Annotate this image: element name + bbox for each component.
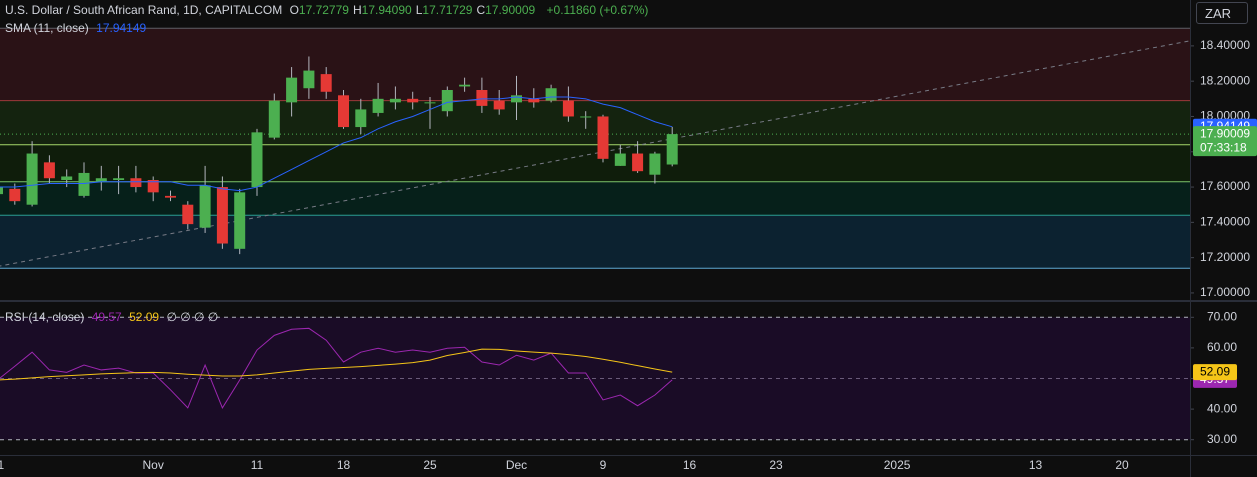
candle-body [597,116,609,159]
rsi-title: RSI (14, close) [5,310,85,324]
candle-body [182,204,194,225]
x-tick-label: 9 [600,458,607,472]
candle-body [286,77,298,103]
sma-title: SMA (11, close) [5,21,89,35]
candle-body [459,84,471,87]
y-tick-label: 17.20000 [1200,250,1250,264]
x-tick-label: Nov [143,458,164,472]
sma-legend: SMA (11, close) 17.94149 [5,21,150,35]
zone [0,28,1190,101]
zone [0,100,1190,145]
y-tick-label: 18.20000 [1200,73,1250,87]
x-tick-label: 25 [423,458,437,472]
y-tick-label: 17.60000 [1200,179,1250,193]
candle-body [216,187,228,244]
rsi-placeholders: ∅ ∅ ∅ ∅ [166,310,219,324]
ohlc-value: 17.94090 [361,3,412,17]
sma-value: 17.94149 [96,21,147,35]
zone [0,215,1190,269]
price-badge-label: 17.90009 [1200,126,1250,140]
ohlc: O17.72779 H17.94090 L17.71729 C17.90009 [290,3,540,17]
candle-body [389,98,401,103]
candle-body [113,178,125,180]
countdown: 07:33:18 [1200,140,1247,154]
ohlc-value: 17.72779 [298,3,349,17]
candle-body [303,70,315,89]
y-tick-label: 40.00 [1207,401,1237,415]
candle-body [165,195,176,198]
ohlc-value: 17.71729 [422,3,473,17]
y-tick-label: 17.40000 [1200,215,1250,229]
candle-body [130,178,142,188]
candle-body [43,162,55,179]
zone [0,181,1190,216]
x-tick-label: 23 [769,458,783,472]
trendline [0,40,1190,267]
candle-body [632,153,644,172]
candle-body [251,132,263,188]
candle-body [268,100,280,138]
candle-body [614,153,626,166]
change: +0.11860 (+0.67%) [546,3,649,17]
candle-body [476,90,488,106]
x-tick-label: 13 [1029,458,1043,472]
candle-body [424,102,436,104]
x-tick-label: Dec [506,458,527,472]
zone [0,144,1190,182]
y-tick-label: 30.00 [1207,432,1237,446]
rsi-value: 49.57 [91,310,122,324]
y-tick-label: 18.40000 [1200,38,1250,52]
x-tick-label: 21 [0,458,4,472]
candle-body [493,100,505,110]
candle-body [511,95,522,103]
candle-body [649,153,661,175]
candle-body [199,185,211,228]
candle-body [528,98,540,103]
x-tick-label: 20 [1115,458,1129,472]
candle-body [355,109,367,128]
rsi-legend: RSI (14, close) 49.57 52.09 ∅ ∅ ∅ ∅ [5,310,222,324]
ohlc-prefix: H [352,3,362,17]
candle-body [441,90,453,112]
candle-body [320,74,332,92]
x-tick-label: 11 [251,458,264,472]
x-tick-label: 18 [337,458,351,472]
rsi-line [0,348,673,381]
candle-body [562,100,574,117]
candle-body [407,98,419,103]
y-tick-label: 70.00 [1207,309,1237,323]
rsi-badge [1193,364,1237,381]
candle-body [0,187,3,195]
candle-body [61,176,73,180]
candle-body [234,192,246,249]
y-tick-label: 60.00 [1207,340,1237,354]
x-tick-label: 2025 [884,458,911,472]
rsi-badge-label: 52.09 [1200,364,1230,378]
candle-body [338,95,349,128]
rsi-line [0,327,673,409]
candle-body [9,188,21,202]
candle-body [372,98,384,113]
candle-body [666,134,678,165]
symbol-title: U.S. Dollar / South African Rand, 1D, CA… [5,3,283,17]
ohlc-prefix: L [415,3,423,17]
candle-body [545,88,557,101]
ohlc-prefix: C [476,3,486,17]
price-badge [1193,126,1257,157]
ohlc-prefix: O [289,3,299,17]
x-tick-label: 16 [683,458,697,472]
candle-body [78,172,90,196]
rsi-ma-value: 52.09 [129,310,160,324]
sma-line [0,96,673,192]
candle-body [147,180,159,193]
ohlc-value: 17.90009 [485,3,536,17]
candle-body [580,116,592,118]
y-tick-label: 17.00000 [1200,285,1250,299]
currency-button[interactable]: ZAR [1196,2,1248,24]
candle-body [95,178,107,182]
candle-body [26,153,38,205]
price-legend: U.S. Dollar / South African Rand, 1D, CA… [5,3,652,17]
